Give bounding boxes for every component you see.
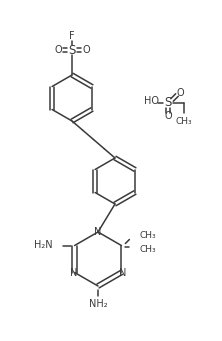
Text: O: O: [176, 88, 184, 98]
Text: O: O: [82, 45, 90, 55]
Text: S: S: [164, 97, 172, 109]
Text: O: O: [164, 111, 172, 121]
Text: NH₂: NH₂: [89, 299, 107, 309]
Text: H₂N: H₂N: [34, 240, 53, 251]
Text: CH₃: CH₃: [139, 231, 156, 240]
Text: CH₃: CH₃: [176, 117, 192, 125]
Text: N: N: [119, 267, 126, 278]
Text: S: S: [68, 44, 76, 57]
Text: HO: HO: [143, 96, 159, 106]
Text: O: O: [54, 45, 62, 55]
Text: F: F: [69, 31, 75, 41]
Text: CH₃: CH₃: [139, 245, 156, 254]
Text: N: N: [94, 227, 102, 237]
Text: N: N: [70, 267, 77, 278]
